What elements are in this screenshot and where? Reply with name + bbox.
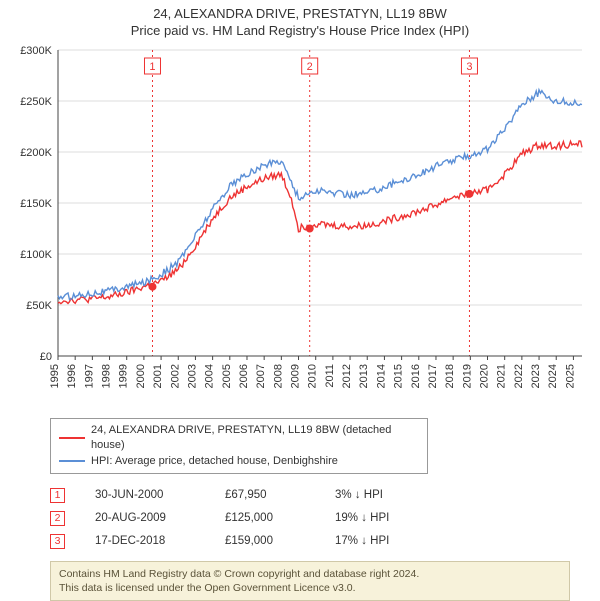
svg-text:1996: 1996 xyxy=(66,364,78,388)
attribution-line2: This data is licensed under the Open Gov… xyxy=(59,581,561,595)
chart-title-line2: Price paid vs. HM Land Registry's House … xyxy=(10,23,590,40)
event-marker-dot-2 xyxy=(306,224,314,232)
svg-text:2020: 2020 xyxy=(479,364,491,388)
svg-text:2014: 2014 xyxy=(375,364,387,388)
event-number-box: 1 xyxy=(50,488,65,503)
svg-text:2024: 2024 xyxy=(547,364,559,388)
event-date: 30-JUN-2000 xyxy=(95,489,195,501)
event-hpi-diff: 19% ↓ HPI xyxy=(335,512,425,524)
legend-label: HPI: Average price, detached house, Denb… xyxy=(91,454,338,469)
event-row: 2 20-AUG-2009 £125,000 19% ↓ HPI xyxy=(50,507,590,530)
svg-text:2022: 2022 xyxy=(513,364,525,388)
event-price: £125,000 xyxy=(225,512,305,524)
attribution-line1: Contains HM Land Registry data © Crown c… xyxy=(59,567,561,581)
svg-text:2006: 2006 xyxy=(238,364,250,388)
chart-plot-area: £0 £50K £100K £150K £200K £250K £300K 1995 1996 1… xyxy=(10,44,590,416)
chart-title-line1: 24, ALEXANDRA DRIVE, PRESTATYN, LL19 8BW xyxy=(10,6,590,23)
event-marker-dot-3 xyxy=(465,190,473,198)
svg-text:2003: 2003 xyxy=(186,364,198,388)
svg-text:3: 3 xyxy=(466,61,472,73)
svg-text:2021: 2021 xyxy=(496,364,508,388)
svg-text:1997: 1997 xyxy=(83,364,95,388)
svg-text:£100K: £100K xyxy=(20,249,52,261)
legend-label: 24, ALEXANDRA DRIVE, PRESTATYN, LL19 8BW… xyxy=(91,423,419,454)
svg-text:2009: 2009 xyxy=(290,364,302,388)
event-date: 20-AUG-2009 xyxy=(95,512,195,524)
svg-text:£200K: £200K xyxy=(20,147,52,159)
svg-text:2012: 2012 xyxy=(341,364,353,388)
svg-text:2025: 2025 xyxy=(564,364,576,388)
svg-text:2004: 2004 xyxy=(204,364,216,388)
svg-text:£150K: £150K xyxy=(20,198,52,210)
event-price: £67,950 xyxy=(225,489,305,501)
event-date: 17-DEC-2018 xyxy=(95,535,195,547)
event-number-box: 3 xyxy=(50,534,65,549)
legend-row: 24, ALEXANDRA DRIVE, PRESTATYN, LL19 8BW… xyxy=(59,423,419,454)
svg-text:1: 1 xyxy=(149,61,155,73)
legend-swatch xyxy=(59,437,85,439)
svg-text:2002: 2002 xyxy=(169,364,181,388)
legend-box: 24, ALEXANDRA DRIVE, PRESTATYN, LL19 8BW… xyxy=(50,418,428,474)
event-row: 1 30-JUN-2000 £67,950 3% ↓ HPI xyxy=(50,484,590,507)
svg-text:2: 2 xyxy=(307,61,313,73)
svg-text:2001: 2001 xyxy=(152,364,164,388)
line-chart-svg: £0 £50K £100K £150K £200K £250K £300K 1995 1996 1… xyxy=(10,44,590,416)
svg-text:2013: 2013 xyxy=(358,364,370,388)
svg-text:2005: 2005 xyxy=(221,364,233,388)
svg-text:2019: 2019 xyxy=(461,364,473,388)
svg-text:1998: 1998 xyxy=(101,364,113,388)
event-hpi-diff: 17% ↓ HPI xyxy=(335,535,425,547)
attribution-box: Contains HM Land Registry data © Crown c… xyxy=(50,561,570,601)
series-property xyxy=(58,141,582,304)
event-number-box: 2 xyxy=(50,511,65,526)
event-row: 3 17-DEC-2018 £159,000 17% ↓ HPI xyxy=(50,530,590,553)
svg-text:2011: 2011 xyxy=(324,364,336,388)
svg-text:2008: 2008 xyxy=(272,364,284,388)
legend-swatch xyxy=(59,460,85,462)
svg-text:2017: 2017 xyxy=(427,364,439,388)
svg-text:2016: 2016 xyxy=(410,364,422,388)
svg-text:£300K: £300K xyxy=(20,45,52,57)
svg-text:2015: 2015 xyxy=(393,364,405,388)
svg-text:2023: 2023 xyxy=(530,364,542,388)
event-hpi-diff: 3% ↓ HPI xyxy=(335,489,425,501)
legend-row: HPI: Average price, detached house, Denb… xyxy=(59,454,419,469)
svg-text:£50K: £50K xyxy=(26,300,52,312)
chart-container: 24, ALEXANDRA DRIVE, PRESTATYN, LL19 8BW… xyxy=(0,0,600,590)
svg-text:1999: 1999 xyxy=(118,364,130,388)
svg-text:2018: 2018 xyxy=(444,364,456,388)
svg-text:£0: £0 xyxy=(40,351,52,363)
events-table: 1 30-JUN-2000 £67,950 3% ↓ HPI 2 20-AUG-2009 £… xyxy=(50,484,590,553)
event-marker-dot-1 xyxy=(148,282,156,290)
svg-text:2010: 2010 xyxy=(307,364,319,388)
svg-text:1995: 1995 xyxy=(49,364,61,388)
event-price: £159,000 xyxy=(225,535,305,547)
svg-text:2007: 2007 xyxy=(255,364,267,388)
svg-text:2000: 2000 xyxy=(135,364,147,388)
series-hpi xyxy=(58,90,582,300)
svg-text:£250K: £250K xyxy=(20,96,52,108)
